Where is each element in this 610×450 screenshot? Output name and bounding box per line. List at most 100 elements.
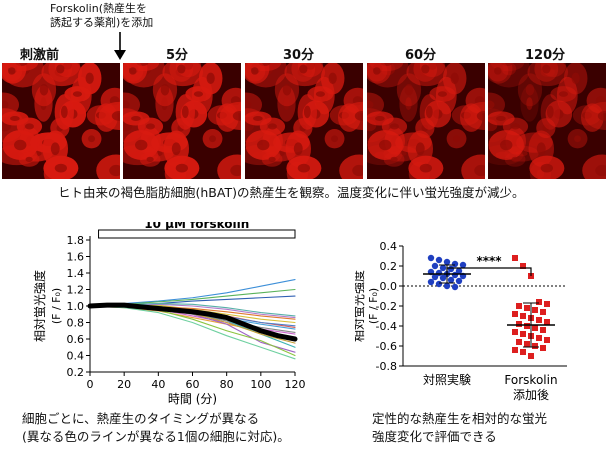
nucleus-blob — [352, 164, 363, 177]
nucleus-blob — [379, 139, 392, 151]
y-tick-label: -0.4 — [376, 320, 397, 333]
data-point — [516, 339, 522, 345]
data-point — [459, 261, 467, 269]
x-tick-label: 40 — [151, 378, 165, 391]
data-point — [524, 323, 530, 329]
y-tick-label: 1.4 — [67, 267, 85, 280]
data-point — [512, 311, 518, 317]
nucleus-blob — [72, 91, 82, 97]
nucleus-blob — [540, 163, 553, 173]
nucleus-blob — [595, 164, 606, 177]
data-point — [540, 309, 546, 315]
y-tick-label: 1.8 — [67, 234, 85, 247]
nucleus-blob — [303, 105, 311, 119]
nucleus-blob — [390, 123, 399, 130]
y-axis-label: 相対蛍光強度 — [32, 270, 47, 342]
nucleus-blob — [415, 142, 425, 156]
cell-blob — [463, 101, 485, 130]
nucleus-blob — [390, 156, 398, 162]
forskolin-annotation: Forskolin(熱産生を 誘起する薬剤)を添加 — [50, 2, 153, 30]
microscopy-frame-before — [2, 63, 120, 179]
data-point — [512, 347, 518, 353]
x-tick-label: 0 — [87, 378, 94, 391]
y-tick-label: -0.6 — [376, 340, 397, 353]
cell-blob — [245, 92, 263, 118]
y-tick-label: -0.2 — [376, 300, 397, 313]
nucleus-blob — [595, 96, 606, 106]
data-point — [435, 256, 443, 264]
data-point — [431, 262, 439, 270]
nucleus-blob — [597, 111, 606, 121]
nucleus-blob — [253, 115, 263, 121]
data-point — [536, 317, 542, 323]
nucleus-blob — [574, 135, 582, 143]
nucleus-blob — [500, 139, 513, 151]
nucleus-blob — [419, 163, 432, 173]
y-tick-label: 1.6 — [67, 251, 85, 264]
data-point — [524, 305, 530, 311]
nucleus-blob — [135, 139, 148, 151]
data-point — [544, 301, 550, 307]
nucleus-blob — [525, 83, 535, 96]
nucleus-blob — [2, 100, 9, 110]
data-point — [536, 299, 542, 305]
data-point — [544, 319, 550, 325]
data-point — [540, 345, 546, 351]
cell-blob — [341, 101, 363, 130]
annotation-line-2: 誘起する薬剤)を添加 — [50, 16, 154, 29]
data-point — [544, 337, 550, 343]
nucleus-blob — [474, 164, 485, 177]
data-point — [516, 321, 522, 327]
y-tick-label: 0.4 — [67, 350, 85, 363]
nucleus-blob — [146, 123, 155, 130]
data-point — [540, 327, 546, 333]
nucleus-blob — [123, 100, 130, 110]
nucleus-blob — [206, 72, 215, 84]
treatment-label: 10 μM forskolin — [144, 222, 249, 231]
nucleus-blob — [111, 111, 120, 121]
data-point — [443, 258, 451, 266]
category-label: 添加後 — [513, 388, 549, 402]
data-point — [435, 280, 443, 288]
nucleus-blob — [328, 72, 337, 84]
nucleus-blob — [494, 67, 502, 75]
nucleus-blob — [558, 91, 568, 97]
x-tick-label: 100 — [250, 378, 271, 391]
data-point — [455, 277, 463, 285]
data-point — [447, 265, 455, 273]
left-caption-line-2: (異なる色のラインが異なる1個の細胞に対応)。 — [22, 429, 290, 444]
y-tick-label: 0.6 — [67, 333, 85, 346]
data-point — [520, 263, 526, 269]
data-point — [532, 325, 538, 331]
nucleus-blob — [181, 105, 189, 119]
nucleus-blob — [10, 115, 20, 121]
nucleus-blob — [258, 63, 271, 66]
nucleus-blob — [373, 67, 381, 75]
category-label: 対照実験 — [423, 372, 471, 387]
nucleus-blob — [571, 72, 580, 84]
nucleus-blob — [257, 139, 270, 151]
cell-blob — [584, 101, 606, 130]
nucleus-blob — [282, 83, 292, 96]
data-point — [451, 283, 459, 291]
data-point — [431, 273, 439, 281]
data-point — [427, 254, 435, 262]
y-tick-label: 0.8 — [67, 317, 85, 330]
nucleus-blob — [536, 142, 546, 156]
nucleus-blob — [283, 97, 290, 110]
nucleus-blob — [60, 105, 68, 119]
y-tick-label: 1.2 — [67, 284, 85, 297]
data-point — [520, 331, 526, 337]
nucleus-blob — [175, 163, 188, 173]
nucleus-blob — [425, 105, 433, 119]
category-label: Forskolin — [504, 373, 557, 387]
nucleus-blob — [25, 156, 33, 162]
data-point — [455, 267, 463, 275]
nucleus-blob — [421, 64, 430, 74]
nucleus-blob — [171, 142, 181, 156]
nucleus-blob — [14, 139, 27, 151]
label-before: 刺激前 — [20, 48, 60, 63]
right-caption-line-2: 強度変化で評価できる — [372, 429, 497, 444]
label-60min: 60分 — [405, 48, 437, 63]
microscopy-frame-60min — [367, 63, 485, 179]
